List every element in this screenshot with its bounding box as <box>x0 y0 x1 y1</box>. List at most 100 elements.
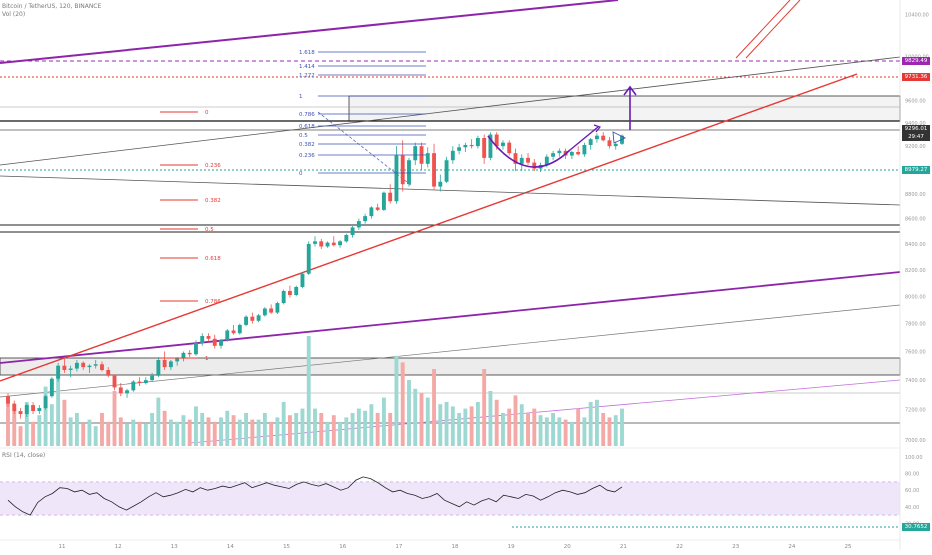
fib-level-label: 0.5 <box>205 227 214 233</box>
volume-bar <box>569 421 574 446</box>
channel-line-upper <box>0 56 901 166</box>
volume-bar <box>325 421 330 446</box>
volume-bar <box>74 413 79 446</box>
volume-bar <box>432 369 436 446</box>
price-tick-label: 7800.00 <box>905 322 926 328</box>
volume-bar <box>143 424 148 446</box>
volume-bar <box>162 410 167 446</box>
volume-bar <box>331 415 336 446</box>
volume-bar <box>613 415 618 446</box>
trendline-purple-upper <box>0 0 619 64</box>
price-tick-label: 8400.00 <box>905 242 926 248</box>
trendline-grey <box>0 304 901 398</box>
candle-body <box>212 338 217 346</box>
candle-body <box>425 153 430 164</box>
volume-bar <box>501 413 505 446</box>
candle-body <box>87 365 92 368</box>
volume-bar <box>31 421 36 446</box>
volume-bar <box>313 408 317 446</box>
price-tick-label: 10400.00 <box>905 12 929 18</box>
time-tick-label: 20 <box>564 544 571 550</box>
volume-bar <box>607 417 612 446</box>
fib-level-label: 0.786 <box>205 299 221 305</box>
fib-level-label: 0 <box>299 171 303 177</box>
candle-body <box>194 343 198 355</box>
candle-body <box>375 207 380 210</box>
trendline-red-support <box>0 73 858 382</box>
candle-body <box>162 359 167 368</box>
volume-bar <box>526 413 530 446</box>
candle-body <box>300 273 305 287</box>
candle-body <box>68 368 73 371</box>
candle-body <box>294 286 299 295</box>
candle-body <box>118 387 123 394</box>
volume-bar <box>6 397 10 446</box>
candle-body <box>488 134 493 158</box>
volume-bar <box>219 417 223 446</box>
candle-body <box>187 352 192 355</box>
fib-level-label: 1 <box>205 356 209 362</box>
candle-body <box>269 308 274 313</box>
candle-body <box>613 143 618 147</box>
arrow-head <box>593 124 602 133</box>
time-tick-label: 18 <box>452 544 459 550</box>
fib-level-label: 0.236 <box>205 163 221 169</box>
trendline-purple-lower <box>0 271 901 364</box>
time-tick-label: 23 <box>732 544 739 550</box>
volume-bar <box>350 413 355 446</box>
volume-bar <box>381 397 386 446</box>
price-tick-label: 7000.00 <box>905 438 926 444</box>
candle-body <box>444 160 449 182</box>
volume-bar <box>363 410 368 446</box>
candle-body <box>463 144 468 148</box>
candle-body <box>388 192 393 202</box>
volume-bar <box>181 415 186 446</box>
channel-line-lower <box>0 175 901 206</box>
volume-bar <box>12 410 17 446</box>
volume-bar <box>156 397 161 446</box>
candle-body <box>344 234 349 242</box>
volume-bar <box>400 362 405 446</box>
candle-body <box>507 142 512 154</box>
volume-bar <box>338 421 343 446</box>
price-tag: 8979.27 <box>902 166 930 174</box>
volume-bar <box>250 419 255 446</box>
time-tick-label: 15 <box>283 544 290 550</box>
candle-body <box>350 227 355 235</box>
price-tick-label: 8800.00 <box>905 192 926 198</box>
volume-bar <box>419 393 424 446</box>
volume-bar <box>463 408 468 446</box>
volume-bar <box>557 417 562 446</box>
volume-bar <box>81 424 86 446</box>
volume-bar <box>225 410 230 446</box>
fib-level-label: 0.618 <box>299 124 315 130</box>
candle-body <box>287 290 292 295</box>
candle-body <box>275 303 280 313</box>
volume-bar <box>538 415 543 446</box>
volume-bar <box>56 373 61 446</box>
volume-bar <box>532 408 537 446</box>
volume-bar <box>237 419 242 446</box>
price-tick-label: 9200.00 <box>905 144 926 150</box>
fib-level-label: 1.272 <box>299 73 315 79</box>
candle-body <box>106 370 111 376</box>
volume-bar <box>356 408 361 446</box>
volume-bar <box>450 406 455 446</box>
price-tag: 29:47 <box>902 133 930 141</box>
candle-body <box>394 155 399 202</box>
candle-body <box>143 380 148 384</box>
volume-bar <box>150 413 155 446</box>
volume-bar <box>413 388 418 446</box>
candle-body <box>325 242 330 247</box>
volume-bar <box>200 413 205 446</box>
candle-body <box>457 147 462 151</box>
volume-bar <box>100 413 104 446</box>
volume-bar <box>544 417 549 446</box>
price-tick-label: 7400.00 <box>905 378 926 384</box>
candle-body <box>607 140 612 147</box>
candle-body <box>74 362 79 369</box>
volume-bar <box>175 421 180 446</box>
volume-bar <box>131 419 136 446</box>
